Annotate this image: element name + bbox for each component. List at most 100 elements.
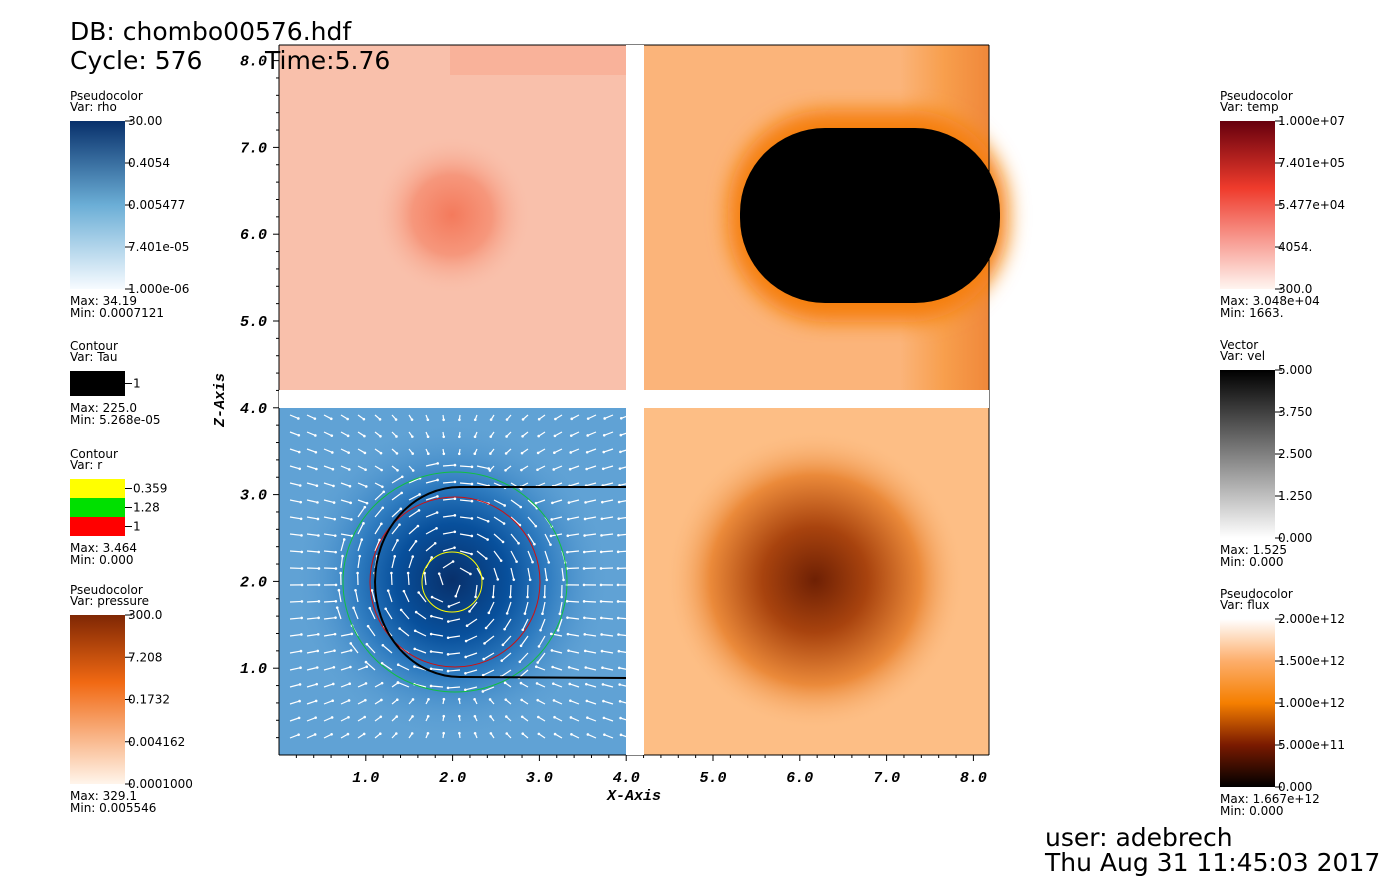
vector-head bbox=[473, 697, 476, 701]
vector-arrow bbox=[448, 652, 461, 655]
vector-head bbox=[333, 632, 337, 636]
vector-head bbox=[619, 716, 622, 720]
legend-var: Var: pressure bbox=[70, 594, 149, 608]
x-axis-title: X-Axis bbox=[606, 788, 661, 805]
vector-head bbox=[583, 649, 587, 653]
vector-head bbox=[535, 682, 539, 685]
vector-head bbox=[547, 561, 551, 564]
vector-head bbox=[567, 665, 571, 669]
vector-head bbox=[554, 417, 557, 421]
db-name: DB: chombo00576.hdf bbox=[70, 17, 352, 46]
vector-head bbox=[378, 538, 381, 542]
vector-arrow bbox=[289, 717, 300, 722]
vector-head bbox=[298, 683, 302, 686]
vector-arrow bbox=[306, 683, 317, 688]
vector-head bbox=[381, 643, 385, 647]
vector-arrow bbox=[430, 685, 444, 688]
vector-arrow bbox=[501, 652, 512, 662]
vector-head bbox=[618, 699, 622, 703]
vector-head bbox=[399, 608, 403, 612]
vector-head bbox=[437, 572, 441, 575]
vector-head bbox=[413, 665, 416, 668]
vector-arrow bbox=[527, 516, 537, 527]
vector-arrow bbox=[483, 652, 495, 660]
vector-head bbox=[333, 517, 336, 521]
vector-head bbox=[362, 417, 366, 421]
vector-head bbox=[300, 600, 304, 603]
vector-head bbox=[436, 495, 439, 498]
vector-head bbox=[505, 612, 509, 615]
vector-head bbox=[430, 614, 433, 618]
vector-head bbox=[330, 434, 334, 437]
legend-max: Max: 1.525 bbox=[1220, 543, 1287, 557]
vector-head bbox=[531, 560, 534, 564]
vector-head bbox=[436, 462, 440, 465]
vector-arrow bbox=[567, 550, 580, 553]
vector-head bbox=[473, 418, 477, 422]
vector-head bbox=[553, 434, 557, 438]
vector-arrow bbox=[567, 567, 580, 570]
vector-head bbox=[543, 595, 546, 599]
vector-head bbox=[499, 559, 503, 562]
vector-arrow bbox=[552, 482, 563, 487]
vector-arrow bbox=[459, 516, 472, 520]
vector-head bbox=[536, 451, 540, 455]
vector-arrow bbox=[323, 600, 336, 603]
vector-head bbox=[582, 600, 586, 603]
vector-head bbox=[451, 560, 455, 563]
vector-arrow bbox=[482, 686, 495, 693]
vector-head bbox=[567, 517, 570, 521]
vector-arrow bbox=[571, 414, 580, 420]
vector-head bbox=[470, 552, 473, 556]
vector-head bbox=[379, 732, 382, 735]
vector-head bbox=[426, 418, 430, 422]
vector-arrow bbox=[522, 618, 529, 631]
vector-arrow bbox=[340, 499, 351, 504]
legend-label: 1.250 bbox=[1278, 489, 1312, 503]
vector-head bbox=[347, 699, 351, 702]
vector-head bbox=[617, 649, 621, 653]
vector-head bbox=[616, 550, 620, 554]
legend-label: 2.500 bbox=[1278, 447, 1312, 461]
x-tick-label: 8.0 bbox=[960, 770, 987, 787]
vector-head bbox=[363, 434, 366, 438]
vector-head bbox=[442, 697, 446, 701]
legend-label: 1.500e+12 bbox=[1278, 654, 1345, 668]
vector-head bbox=[505, 435, 508, 438]
vector-head bbox=[586, 417, 590, 420]
vector-head bbox=[380, 681, 384, 685]
legend-label: 2.000e+12 bbox=[1278, 612, 1345, 626]
legend-label: 7.401e-05 bbox=[128, 240, 189, 254]
vector-head bbox=[395, 715, 399, 718]
vector-head bbox=[380, 661, 384, 665]
vector-head bbox=[599, 600, 603, 603]
vector-arrow bbox=[340, 556, 344, 569]
vector-head bbox=[334, 567, 338, 570]
vector-head bbox=[464, 655, 467, 659]
vector-head bbox=[565, 599, 569, 603]
vector-arrow bbox=[557, 618, 563, 631]
vector-arrow bbox=[323, 633, 336, 637]
x-tick-label: 2.0 bbox=[439, 770, 466, 787]
vector-head bbox=[398, 523, 401, 526]
vector-head bbox=[348, 682, 352, 686]
vector-arrow bbox=[323, 516, 335, 520]
vector-arrow bbox=[527, 550, 534, 563]
vector-arrow bbox=[354, 590, 359, 603]
vector-head bbox=[521, 732, 525, 735]
vector-arrow bbox=[442, 547, 455, 552]
vector-arrow bbox=[602, 482, 614, 487]
vector-head bbox=[315, 666, 319, 669]
vector-arrow bbox=[524, 601, 529, 614]
vector-head bbox=[567, 501, 571, 504]
gap-horizontal bbox=[279, 390, 989, 408]
vector-arrow bbox=[357, 448, 366, 454]
vector-head bbox=[536, 468, 539, 472]
vector-head bbox=[413, 629, 417, 633]
vector-head bbox=[553, 451, 556, 454]
vector-arrow bbox=[537, 448, 546, 454]
vector-head bbox=[470, 534, 474, 538]
vector-arrow bbox=[323, 666, 335, 671]
vector-head bbox=[299, 517, 303, 521]
